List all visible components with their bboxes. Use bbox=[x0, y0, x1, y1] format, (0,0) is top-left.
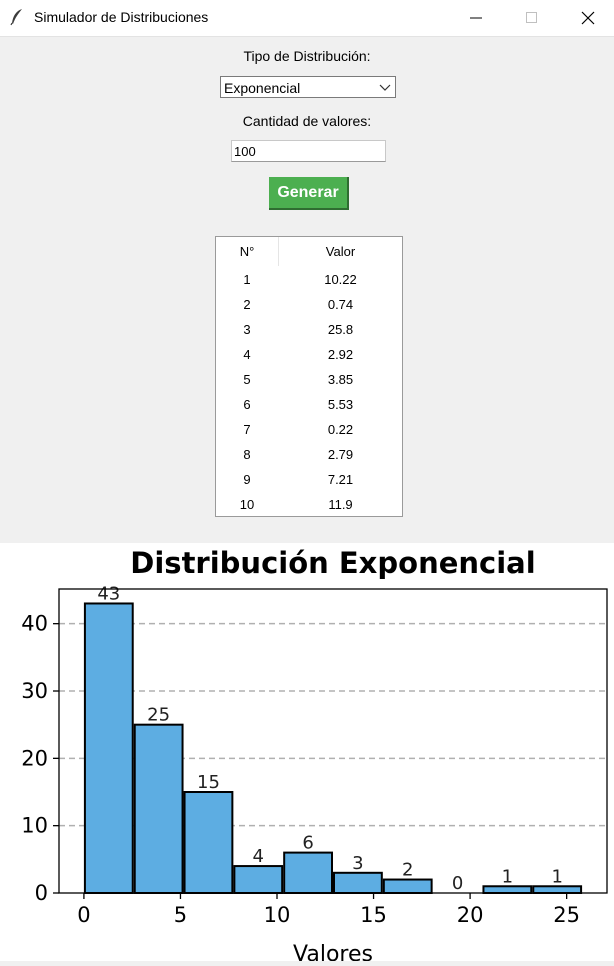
histogram-bar bbox=[133, 723, 184, 894]
bar-value-label: 2 bbox=[402, 860, 413, 881]
x-tick-label: 10 bbox=[264, 903, 291, 927]
row-value: 0.74 bbox=[327, 297, 354, 312]
row-value: 0.22 bbox=[327, 422, 354, 437]
table-row[interactable]: 1 10.22 bbox=[216, 267, 402, 292]
table-row[interactable]: 7 0.22 bbox=[216, 417, 402, 442]
row-number: 8 bbox=[243, 447, 251, 462]
table-row[interactable]: 2 0.74 bbox=[216, 292, 402, 317]
bar-value-label: 6 bbox=[302, 833, 313, 854]
y-tick-label: 40 bbox=[21, 612, 48, 636]
maximize-button[interactable] bbox=[504, 0, 560, 36]
window-title: Simulador de Distribuciones bbox=[34, 9, 209, 25]
table-row[interactable]: 10 11.9 bbox=[216, 492, 402, 517]
histogram-bar bbox=[333, 871, 383, 894]
row-value: 25.8 bbox=[327, 322, 354, 337]
bar-value-label: 0 bbox=[452, 873, 463, 894]
row-value: 2.92 bbox=[327, 347, 354, 362]
bar-value-label: 3 bbox=[352, 853, 363, 874]
bottom-strip bbox=[0, 961, 614, 965]
bar-value-label: 43 bbox=[97, 583, 120, 604]
minimize-icon bbox=[470, 17, 482, 19]
close-icon bbox=[581, 11, 595, 25]
x-tick-label: 25 bbox=[553, 903, 580, 927]
header-divider bbox=[278, 237, 279, 266]
table-row[interactable]: 5 3.85 bbox=[216, 367, 402, 392]
chevron-down-icon bbox=[379, 84, 391, 91]
row-number: 3 bbox=[243, 322, 251, 337]
feather-icon bbox=[10, 9, 22, 26]
bar-value-label: 25 bbox=[147, 705, 170, 726]
bar-value-label: 15 bbox=[197, 772, 220, 793]
histogram-bar bbox=[382, 878, 433, 895]
histogram-bar bbox=[83, 602, 134, 894]
chart-area: Distribución Exponencial 43 25 15 4 6 3 2 0 1 1 0… bbox=[0, 543, 614, 966]
table-row[interactable]: 8 2.79 bbox=[216, 442, 402, 467]
row-number: 7 bbox=[243, 422, 251, 437]
y-tick-label: 30 bbox=[21, 679, 48, 703]
table-row[interactable]: 6 5.53 bbox=[216, 392, 402, 417]
header-number: N° bbox=[239, 244, 255, 259]
row-number: 9 bbox=[243, 472, 251, 487]
row-value: 3.85 bbox=[327, 372, 354, 387]
x-tick-label: 15 bbox=[360, 903, 387, 927]
x-axis-label: Valores bbox=[293, 942, 373, 961]
row-value: 7.21 bbox=[327, 472, 354, 487]
generate-button[interactable]: Generar bbox=[269, 177, 349, 210]
distribution-select[interactable]: Exponencial bbox=[220, 76, 396, 98]
y-tick-label: 10 bbox=[21, 814, 48, 838]
bar-value-label: 4 bbox=[253, 846, 264, 867]
y-tick-label: 20 bbox=[21, 746, 48, 770]
minimize-button[interactable] bbox=[448, 0, 504, 36]
table-row[interactable]: 4 2.92 bbox=[216, 342, 402, 367]
count-input[interactable]: 100 bbox=[231, 140, 386, 162]
row-value: 5.53 bbox=[327, 397, 354, 412]
close-button[interactable] bbox=[560, 0, 614, 36]
histogram-bar bbox=[283, 851, 334, 894]
histogram-bar bbox=[233, 865, 284, 895]
plot-frame bbox=[58, 588, 608, 894]
x-tick-label: 0 bbox=[77, 903, 90, 927]
values-table: N° Valor 1 10.22 2 0.74 3 25.8 4 2.92 5 3.85 … bbox=[215, 236, 403, 517]
row-value: 2.79 bbox=[327, 447, 354, 462]
row-value: 11.9 bbox=[328, 497, 353, 512]
header-value: Valor bbox=[325, 244, 356, 259]
x-tick-label: 20 bbox=[457, 903, 484, 927]
histogram-bar bbox=[183, 791, 234, 895]
row-value: 10.22 bbox=[324, 272, 357, 287]
distribution-select-value: Exponencial bbox=[224, 80, 301, 96]
x-tick-label: 5 bbox=[174, 903, 187, 927]
bars bbox=[83, 602, 583, 895]
table-header: N° Valor bbox=[216, 237, 402, 266]
row-number: 4 bbox=[243, 347, 251, 362]
row-number: 10 bbox=[239, 497, 255, 512]
distribution-type-label: Tipo de Distribución: bbox=[243, 48, 371, 64]
row-number: 6 bbox=[243, 397, 251, 412]
row-number: 1 bbox=[243, 272, 251, 287]
table-row[interactable]: 9 7.21 bbox=[216, 467, 402, 492]
row-number: 2 bbox=[243, 297, 251, 312]
table-row[interactable]: 3 25.8 bbox=[216, 317, 402, 342]
count-label: Cantidad de valores: bbox=[242, 113, 372, 129]
y-tick-label: 0 bbox=[35, 881, 48, 905]
row-number: 5 bbox=[243, 372, 251, 387]
chart-title: Distribución Exponencial bbox=[130, 546, 535, 580]
bar-value-label: 1 bbox=[502, 866, 513, 887]
bar-value-label: 1 bbox=[551, 866, 562, 887]
maximize-icon bbox=[526, 12, 537, 23]
title-bar: Simulador de Distribuciones bbox=[0, 0, 614, 37]
